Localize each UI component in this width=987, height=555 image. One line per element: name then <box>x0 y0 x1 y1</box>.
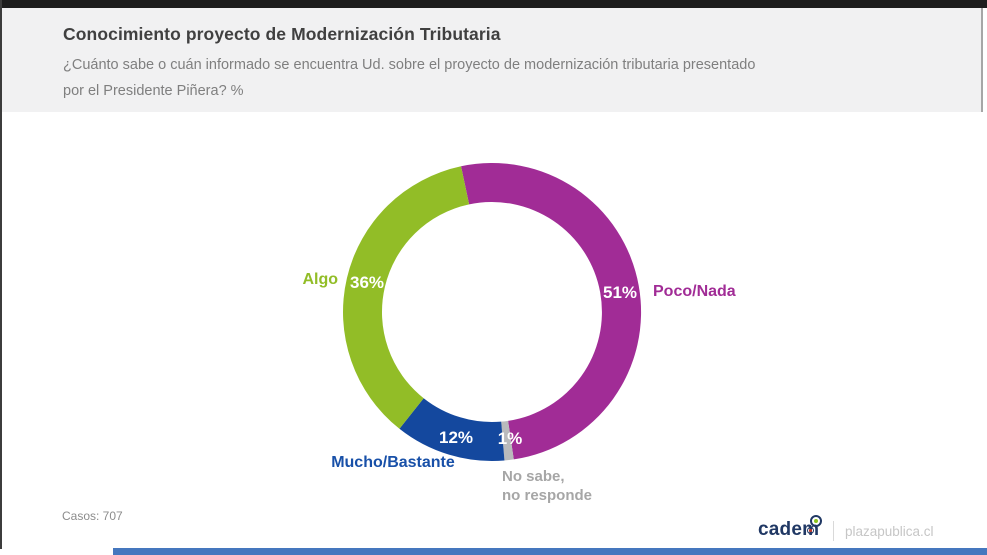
cases-count: Casos: 707 <box>62 509 123 523</box>
segment-label-poco-nada: Poco/Nada <box>653 283 736 300</box>
value-label-mucho-bastante: 12% <box>438 428 474 447</box>
value-label-algo: 36% <box>349 273 385 292</box>
value-label-no-sabe: 1% <box>497 429 523 448</box>
value-label-poco-nada: 51% <box>602 283 638 302</box>
window-left-edge <box>0 0 2 549</box>
cadem-logo: cadem <box>758 515 822 545</box>
plazapublica-link: plazapublica.cl <box>845 524 934 539</box>
donut-segment-2 <box>399 398 505 462</box>
segment-label-mucho-bastante: Mucho/Bastante <box>331 454 455 471</box>
cadem-logo-dots-icon <box>807 515 823 541</box>
donut-segment-3 <box>343 166 470 429</box>
page-title: Conocimiento proyecto de Modernización T… <box>63 24 501 44</box>
cadem-wordmark: cadem <box>758 519 820 540</box>
window-top-bar <box>0 0 987 8</box>
cadem-big-dot-icon <box>810 515 822 527</box>
donut-segment-1 <box>501 420 514 461</box>
segment-label-algo: Algo <box>302 271 338 288</box>
survey-question: ¿Cuánto sabe o cuán informado se encuent… <box>63 57 756 99</box>
horizontal-scrollbar[interactable] <box>113 548 987 555</box>
slide-header: Conocimiento proyecto de Modernización T… <box>2 8 983 112</box>
cadem-small-dot-icon <box>807 527 814 534</box>
segment-label-no-sabe: No sabe, no responde <box>502 468 593 504</box>
donut-segment-0 <box>461 162 642 460</box>
footer-divider <box>833 521 834 541</box>
